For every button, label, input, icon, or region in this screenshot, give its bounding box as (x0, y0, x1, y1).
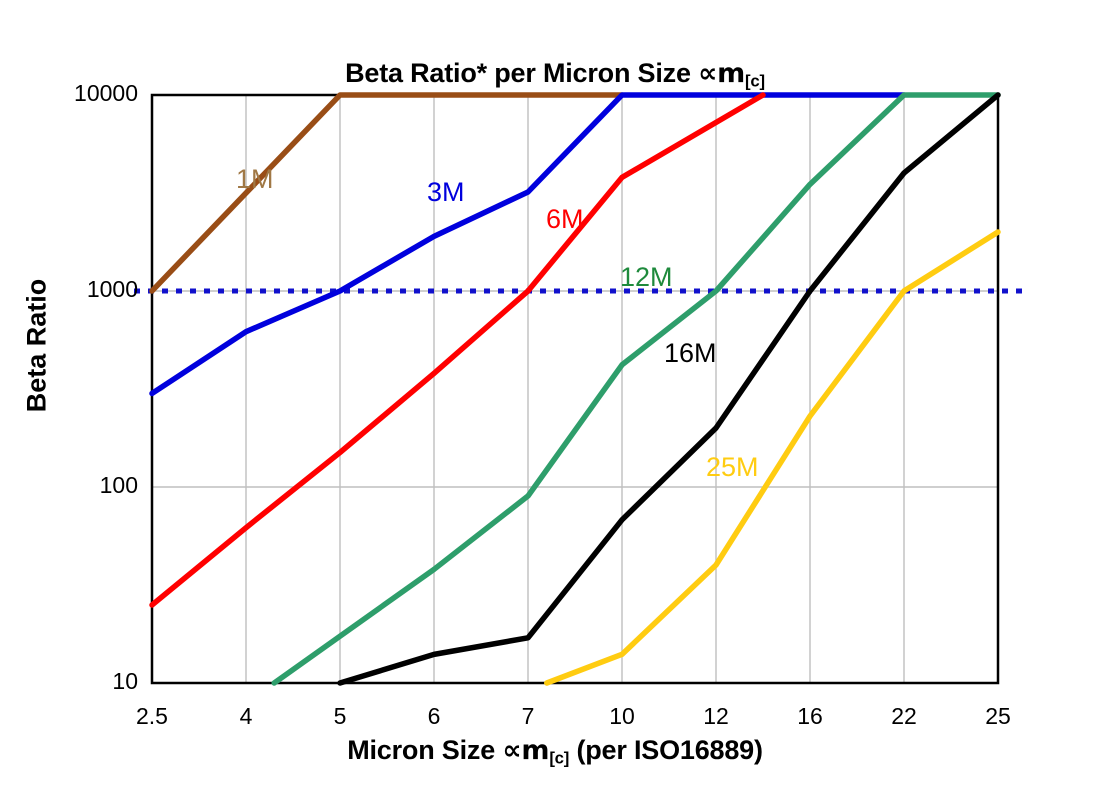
x-axis-label-suffix: (per ISO16889) (569, 735, 763, 765)
series-label-16M: 16M (664, 338, 717, 368)
chart-title: Beta Ratio* per Micron Size ∝m[c] (0, 58, 1110, 92)
series-line-16M (337, 92, 1001, 686)
y-tick-label: 1000 (86, 276, 138, 302)
micron-subscript: [c] (745, 71, 765, 91)
series-lines (149, 92, 1001, 686)
chart-title-text: Beta Ratio* per Micron Size (345, 58, 699, 88)
x-tick-label: 10 (609, 703, 635, 729)
series-label-25M: 25M (706, 452, 759, 482)
x-tick-label: 2.5 (136, 703, 168, 729)
x-tick-label: 22 (891, 703, 917, 729)
series-line-12M (271, 92, 1001, 686)
series-label-12M: 12M (620, 262, 673, 292)
y-tick-label: 10000 (74, 80, 138, 106)
micron-subscript-x: [c] (549, 748, 570, 768)
y-tick-label: 10 (112, 668, 138, 694)
series-label-1M: 1M (236, 164, 274, 194)
series-line-6M (149, 92, 766, 608)
x-tick-label: 7 (521, 703, 535, 729)
x-tick-label: 4 (239, 703, 253, 729)
series-label-6M: 6M (546, 204, 584, 234)
x-axis-label-prefix: Micron Size (347, 735, 503, 765)
x-tick-label: 6 (427, 703, 441, 729)
x-axis-label: Micron Size ∝m[c] (per ISO16889) (0, 735, 1110, 769)
x-tick-label: 25 (985, 703, 1011, 729)
series-line-3M (149, 92, 907, 397)
x-tick-label: 12 (703, 703, 729, 729)
series-label-3M: 3M (427, 177, 465, 207)
micron-symbol-x: ∝m (502, 735, 550, 766)
micron-symbol: ∝m (698, 58, 746, 89)
x-tick-label: 5 (333, 703, 347, 729)
series-line-25M (544, 229, 1001, 686)
plot-frame (150, 93, 1000, 685)
x-tick-label: 16 (797, 703, 823, 729)
series-line-1M (149, 92, 625, 294)
y-tick-label: 100 (99, 472, 138, 498)
gridlines (151, 94, 999, 684)
